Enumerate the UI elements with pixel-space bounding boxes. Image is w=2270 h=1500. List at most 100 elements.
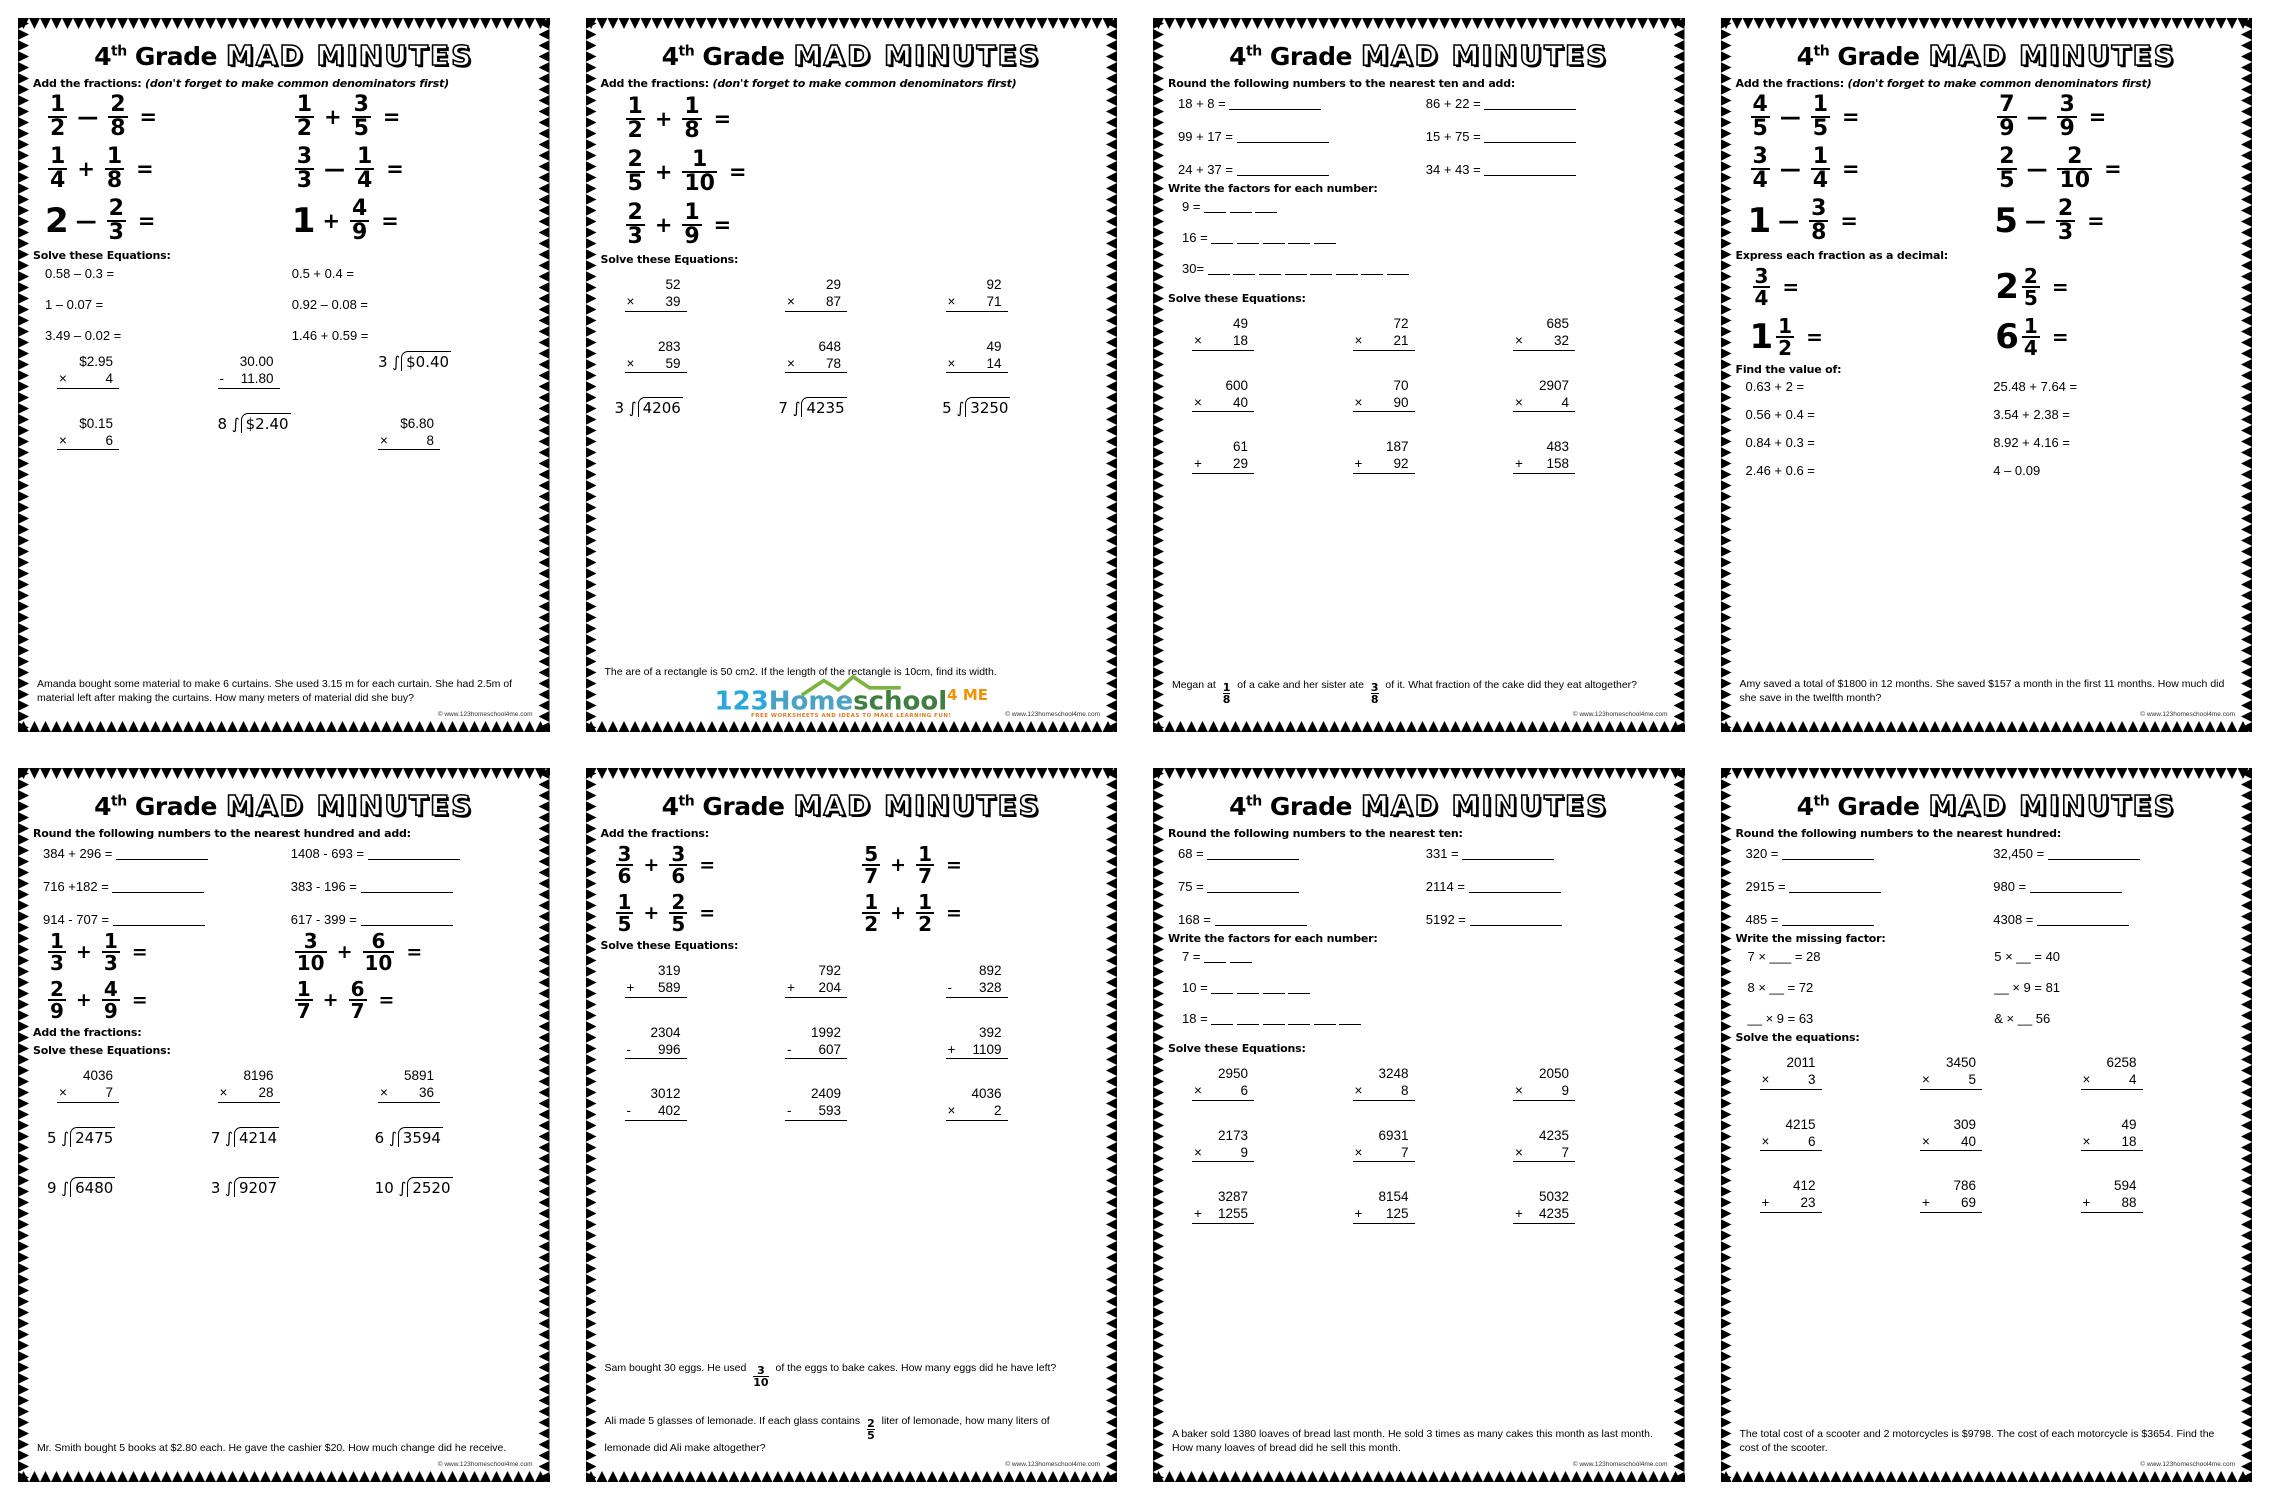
answer-blank[interactable] xyxy=(1207,880,1300,893)
answer-blank[interactable] xyxy=(1214,913,1307,926)
dividend: 4206 xyxy=(637,397,683,418)
vertical-problem: 4215 × 6 xyxy=(1759,1116,1921,1152)
operand-bottom: +69 xyxy=(1920,1194,1982,1213)
answer-blank[interactable] xyxy=(1339,1012,1362,1025)
answer-blank[interactable] xyxy=(1288,231,1311,244)
equation-line: 0.56 + 0.4 = xyxy=(1746,407,1994,422)
answer-blank[interactable] xyxy=(1236,1012,1259,1025)
answer-blank[interactable] xyxy=(1233,262,1256,275)
answer-blank[interactable] xyxy=(1462,847,1555,860)
answer-blank[interactable] xyxy=(1229,200,1252,213)
answer-blank[interactable] xyxy=(1469,913,1562,926)
dividend: $0.40 xyxy=(401,351,452,371)
fraction-denominator: 3 xyxy=(101,951,120,975)
fraction-denominator: 5 xyxy=(2021,286,2040,310)
answer-blank[interactable] xyxy=(1484,163,1577,176)
answer-blank[interactable] xyxy=(1211,981,1234,994)
equation-line: 86 + 22 = xyxy=(1426,96,1674,111)
long-division: 6 ∫ 3594 xyxy=(375,1126,539,1147)
operand-bottom: × 36 xyxy=(378,1084,440,1103)
equation-text: 3.49 – 0.02 = xyxy=(45,328,122,343)
answer-blank[interactable] xyxy=(360,913,453,926)
answer-blank[interactable] xyxy=(1207,262,1230,275)
answer-blank[interactable] xyxy=(1262,981,1285,994)
answer-blank[interactable] xyxy=(1288,981,1311,994)
answer-blank[interactable] xyxy=(1236,231,1259,244)
answer-blank[interactable] xyxy=(112,913,205,926)
equals-sign: = xyxy=(1782,275,1800,299)
answer-blank[interactable] xyxy=(1262,1012,1285,1025)
answer-blank[interactable] xyxy=(1313,231,1336,244)
instruction-primary: Add the fractions: xyxy=(601,827,1107,840)
answer-blank[interactable] xyxy=(1211,1012,1234,1025)
answer-blank[interactable] xyxy=(1789,880,1882,893)
answer-blank[interactable] xyxy=(1468,880,1561,893)
answer-blank[interactable] xyxy=(2037,913,2129,926)
long-division: 5 ∫ 2475 xyxy=(47,1126,211,1147)
answer-blank[interactable] xyxy=(1484,97,1577,110)
answer-blank[interactable] xyxy=(1255,200,1278,213)
operand-bottom: +1255 xyxy=(1192,1205,1254,1224)
answer-blank[interactable] xyxy=(1284,262,1307,275)
answer-blank[interactable] xyxy=(1204,950,1227,963)
answer-blank[interactable] xyxy=(2029,880,2122,893)
instruction-solve: Solve these Equations: xyxy=(33,249,171,262)
answer-blank[interactable] xyxy=(1236,163,1329,176)
answer-blank[interactable] xyxy=(1288,1012,1311,1025)
equals-sign: = xyxy=(139,105,158,129)
answer-blank[interactable] xyxy=(1387,262,1410,275)
answer-blank[interactable] xyxy=(1782,913,1875,926)
title-grade: 4th Grade xyxy=(94,792,217,821)
answer-blank[interactable] xyxy=(1207,847,1300,860)
fraction-denominator: 7 xyxy=(862,864,881,888)
answer-blank[interactable] xyxy=(2047,847,2140,860)
answer-blank[interactable] xyxy=(1262,231,1285,244)
equation-line: 99 + 17 = xyxy=(1178,129,1426,144)
answer-blank[interactable] xyxy=(1229,950,1252,963)
answer-blank[interactable] xyxy=(1484,130,1577,143)
answer-blank[interactable] xyxy=(1313,1012,1336,1025)
answer-blank[interactable] xyxy=(1782,847,1875,860)
page-title: 4th Grade MAD MINUTES xyxy=(1164,788,1674,823)
fraction-numerator: 6 xyxy=(371,929,386,953)
divisor: 9 ∫ xyxy=(47,1178,70,1197)
answer-blank[interactable] xyxy=(116,847,209,860)
answer-blank[interactable] xyxy=(1258,262,1281,275)
equation-line: 8.92 + 4.16 = xyxy=(1993,435,2241,450)
answer-blank[interactable] xyxy=(1211,231,1234,244)
answer-blank[interactable] xyxy=(1204,200,1227,213)
answer-blank[interactable] xyxy=(1236,981,1259,994)
word-problem: Amanda bought some material to make 6 cu… xyxy=(37,677,513,704)
whole-number: 5 xyxy=(1994,201,2018,241)
logo-home: Home xyxy=(768,687,854,717)
vertical-problem: 30.00-11.80 xyxy=(217,353,379,389)
answer-blank[interactable] xyxy=(1229,97,1322,110)
answer-blank[interactable] xyxy=(367,847,460,860)
answer-blank[interactable] xyxy=(1361,262,1384,275)
fraction-numerator: 3 xyxy=(757,1363,765,1377)
equation-text: 617 - 399 = xyxy=(290,912,357,927)
equation-line: 2.46 + 0.6 = xyxy=(1746,463,1994,478)
operator-minus: — xyxy=(2026,105,2048,129)
equation-text: 980 = xyxy=(1993,879,2027,894)
answer-blank[interactable] xyxy=(1310,262,1333,275)
fraction-numerator: 1 xyxy=(1812,144,1829,169)
worksheet-page: 4th Grade MAD MINUTES Round the following … xyxy=(1144,759,1694,1491)
fraction-denominator: 4 xyxy=(354,168,375,193)
answer-blank[interactable] xyxy=(112,880,205,893)
worksheet-2: 4th Grade MAD MINUTES Add the fractions: (… xyxy=(568,0,1136,750)
operator: × xyxy=(219,1085,228,1101)
instruction-decimal: Express each fraction as a decimal: xyxy=(1735,249,1949,262)
border-zigzag-left xyxy=(18,18,29,732)
fraction-denominator: 3 xyxy=(106,220,126,245)
answer-blank[interactable] xyxy=(1236,130,1329,143)
vertical-problem: 6931 × 7 xyxy=(1352,1127,1514,1163)
equals-sign: = xyxy=(728,160,747,184)
vertical-problem: 52 × 39 xyxy=(624,276,786,312)
answer-blank[interactable] xyxy=(1335,262,1358,275)
answer-blank[interactable] xyxy=(360,880,453,893)
